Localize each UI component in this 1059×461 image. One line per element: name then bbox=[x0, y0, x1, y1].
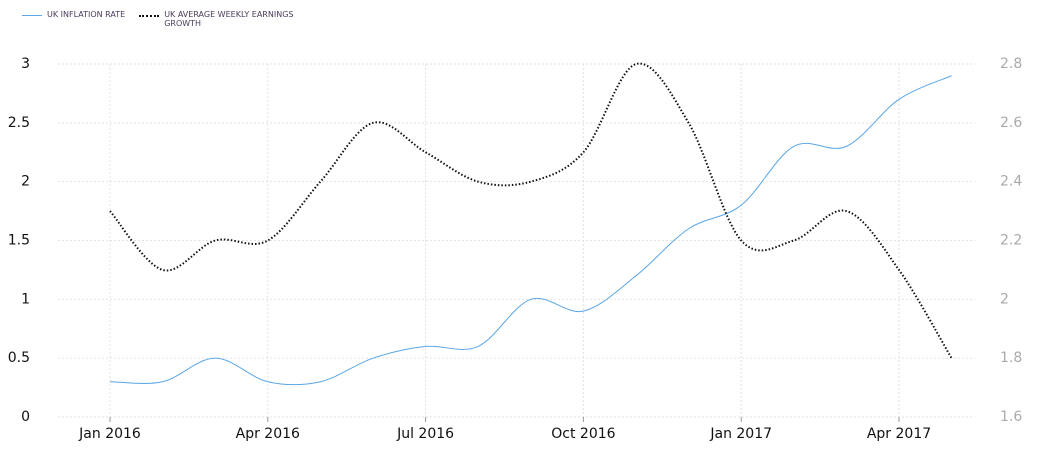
y2-tick-label: 2.2 bbox=[1000, 233, 1022, 249]
y2-tick-label: 2.4 bbox=[1000, 174, 1022, 190]
x-tick-label: Apr 2016 bbox=[236, 426, 300, 442]
x-tick-label: Jan 2017 bbox=[709, 426, 772, 442]
y-tick-label: 0.5 bbox=[8, 350, 30, 366]
legend-label: UK AVERAGE WEEKLY EARNINGS GROWTH bbox=[164, 10, 294, 28]
y-tick-label: 3 bbox=[21, 56, 30, 72]
legend-swatch bbox=[139, 15, 160, 17]
y-tick-label: 0 bbox=[21, 409, 30, 425]
x-tick-label: Jan 2016 bbox=[78, 426, 141, 442]
y2-tick-label: 2.6 bbox=[1000, 115, 1022, 131]
y-tick-label: 1 bbox=[21, 291, 30, 307]
y2-tick-label: 1.6 bbox=[1000, 409, 1022, 425]
x-tick-label: Oct 2016 bbox=[551, 426, 615, 442]
x-tick-label: Jul 2016 bbox=[396, 426, 454, 442]
y2-tick-label: 1.8 bbox=[1000, 350, 1022, 366]
legend-item[interactable]: UK AVERAGE WEEKLY EARNINGS GROWTH bbox=[139, 10, 304, 28]
legend-item[interactable]: UK INFLATION RATE bbox=[22, 10, 125, 28]
y-tick-label: 2 bbox=[21, 174, 30, 190]
series-line bbox=[109, 75, 952, 386]
legend-swatch bbox=[22, 15, 42, 16]
x-tick-label: Apr 2017 bbox=[867, 426, 931, 442]
legend-label: UK INFLATION RATE bbox=[47, 10, 126, 19]
y-tick-label: 2.5 bbox=[8, 115, 30, 131]
y2-tick-label: 2 bbox=[1000, 291, 1009, 307]
y2-tick-label: 2.8 bbox=[1000, 56, 1022, 72]
legend: UK INFLATION RATE UK AVERAGE WEEKLY EARNI… bbox=[22, 10, 304, 28]
series-line bbox=[109, 62, 953, 359]
y-tick-label: 1.5 bbox=[8, 233, 30, 249]
